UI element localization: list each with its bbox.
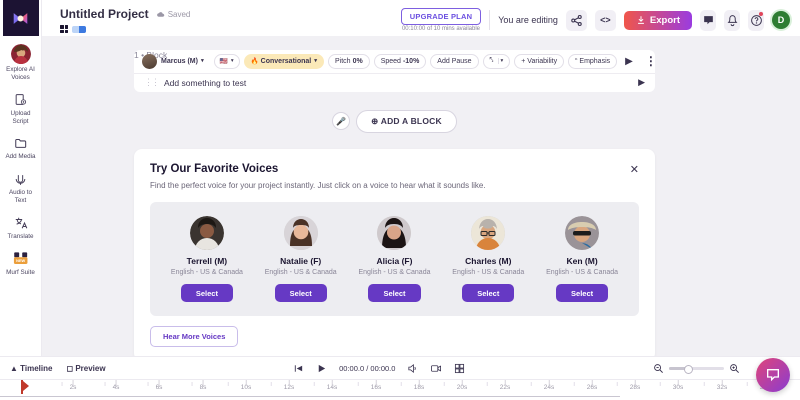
svg-text:NEW: NEW [16,259,25,264]
